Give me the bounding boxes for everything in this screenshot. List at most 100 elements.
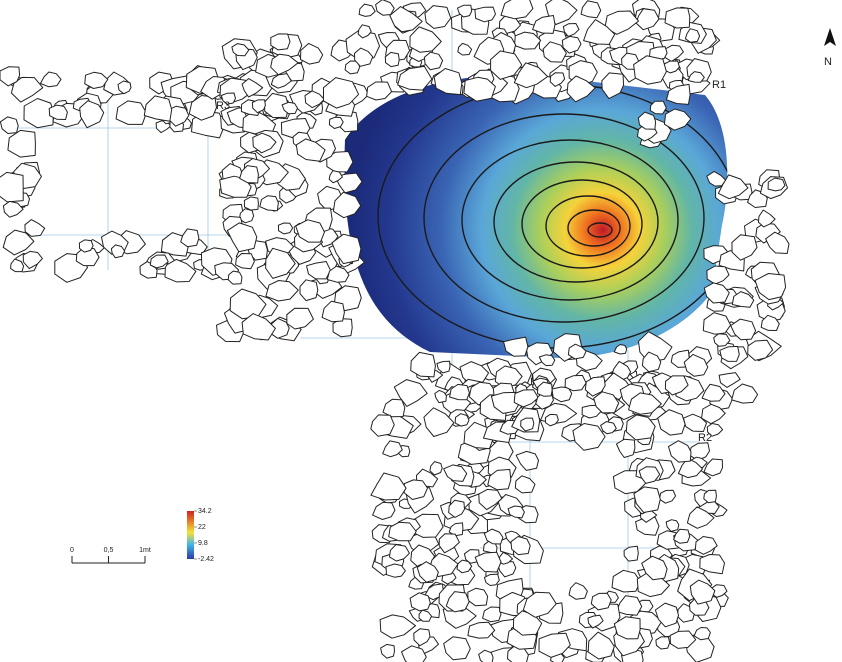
stone xyxy=(483,607,501,622)
stone xyxy=(260,196,279,211)
stone xyxy=(475,552,501,572)
stone xyxy=(545,414,558,426)
stone xyxy=(287,308,314,329)
stone xyxy=(612,570,641,592)
stone xyxy=(444,637,471,660)
stone xyxy=(674,529,690,543)
stone xyxy=(616,596,641,616)
stone xyxy=(376,0,395,15)
stone xyxy=(624,546,638,561)
stone xyxy=(748,340,773,360)
stone xyxy=(373,502,395,519)
room-label: R3 xyxy=(216,100,230,112)
stone xyxy=(271,34,290,50)
stone xyxy=(227,223,256,252)
stone xyxy=(40,72,61,87)
stone xyxy=(468,622,495,638)
stone xyxy=(380,615,415,638)
stone xyxy=(424,52,442,69)
stone xyxy=(703,313,730,335)
stone xyxy=(731,319,756,340)
stone xyxy=(515,476,535,493)
stone xyxy=(702,384,725,401)
stone xyxy=(385,52,399,66)
stone xyxy=(484,574,499,585)
stone xyxy=(650,101,666,114)
stone xyxy=(656,637,670,649)
stone xyxy=(719,373,740,388)
stone xyxy=(435,390,447,402)
room-label: R1 xyxy=(712,79,726,91)
stone xyxy=(8,130,36,157)
stone xyxy=(563,24,579,37)
stone xyxy=(569,583,587,600)
scale-bar: 0 0,5 1mt xyxy=(70,547,151,563)
stone xyxy=(704,490,717,503)
stone xyxy=(468,588,488,605)
stone xyxy=(307,262,331,279)
stone xyxy=(539,355,555,366)
stone xyxy=(371,473,406,500)
stone xyxy=(116,101,146,125)
stone xyxy=(516,451,538,470)
stone xyxy=(0,172,23,202)
stone xyxy=(322,301,344,322)
page: {"labels": {"r1": "R1", "r2": "R2", "r3"… xyxy=(0,0,842,662)
legend-label: 22 xyxy=(198,524,206,531)
stone xyxy=(533,16,555,34)
stone xyxy=(455,414,469,426)
stone xyxy=(300,280,318,301)
stone xyxy=(410,27,441,52)
color-bar xyxy=(187,511,194,559)
stone xyxy=(0,117,18,134)
stone xyxy=(694,628,710,640)
stone xyxy=(437,361,450,373)
stone xyxy=(359,4,375,16)
stone xyxy=(165,259,196,282)
legend: 34.2 22 9.8 -2.42 xyxy=(194,508,214,563)
scale-label: 1mt xyxy=(139,547,151,554)
stone xyxy=(49,105,67,119)
stone xyxy=(371,415,395,436)
legend-label: 34.2 xyxy=(198,508,212,515)
stone xyxy=(244,197,258,210)
stone xyxy=(410,593,430,611)
legend-label: -2.42 xyxy=(198,556,214,563)
stone xyxy=(707,266,729,284)
stone xyxy=(25,220,45,237)
site-plan: R1 R2 R3 N 34.2 22 9.8 -2.42 0 0,5 1mt xyxy=(0,0,842,662)
stone xyxy=(501,0,533,19)
stone xyxy=(581,1,601,18)
stone xyxy=(484,529,503,544)
scale-label: 0,5 xyxy=(104,547,114,554)
stone xyxy=(617,439,635,457)
stone xyxy=(588,632,614,659)
stone xyxy=(695,537,717,555)
stone xyxy=(278,223,292,234)
stone xyxy=(383,399,405,417)
stone xyxy=(565,375,586,390)
stone xyxy=(660,490,676,503)
stone xyxy=(458,43,472,55)
stone xyxy=(732,384,758,403)
stone xyxy=(665,8,690,28)
legend-label: 9.8 xyxy=(198,540,208,547)
north-arrow xyxy=(824,28,836,46)
stone xyxy=(181,229,199,247)
stone xyxy=(381,644,395,658)
stone xyxy=(425,6,451,29)
stone xyxy=(669,441,692,462)
stone xyxy=(666,520,679,532)
stone xyxy=(411,352,436,377)
stone xyxy=(367,82,392,100)
scale-label: 0 xyxy=(70,547,74,554)
stone xyxy=(79,240,93,252)
stone xyxy=(301,43,323,64)
room-label: R2 xyxy=(698,432,712,444)
stone xyxy=(228,271,242,284)
stone xyxy=(144,96,171,121)
stone xyxy=(430,462,442,475)
stone xyxy=(439,534,459,553)
stone xyxy=(475,7,496,22)
north-label: N xyxy=(824,56,832,68)
